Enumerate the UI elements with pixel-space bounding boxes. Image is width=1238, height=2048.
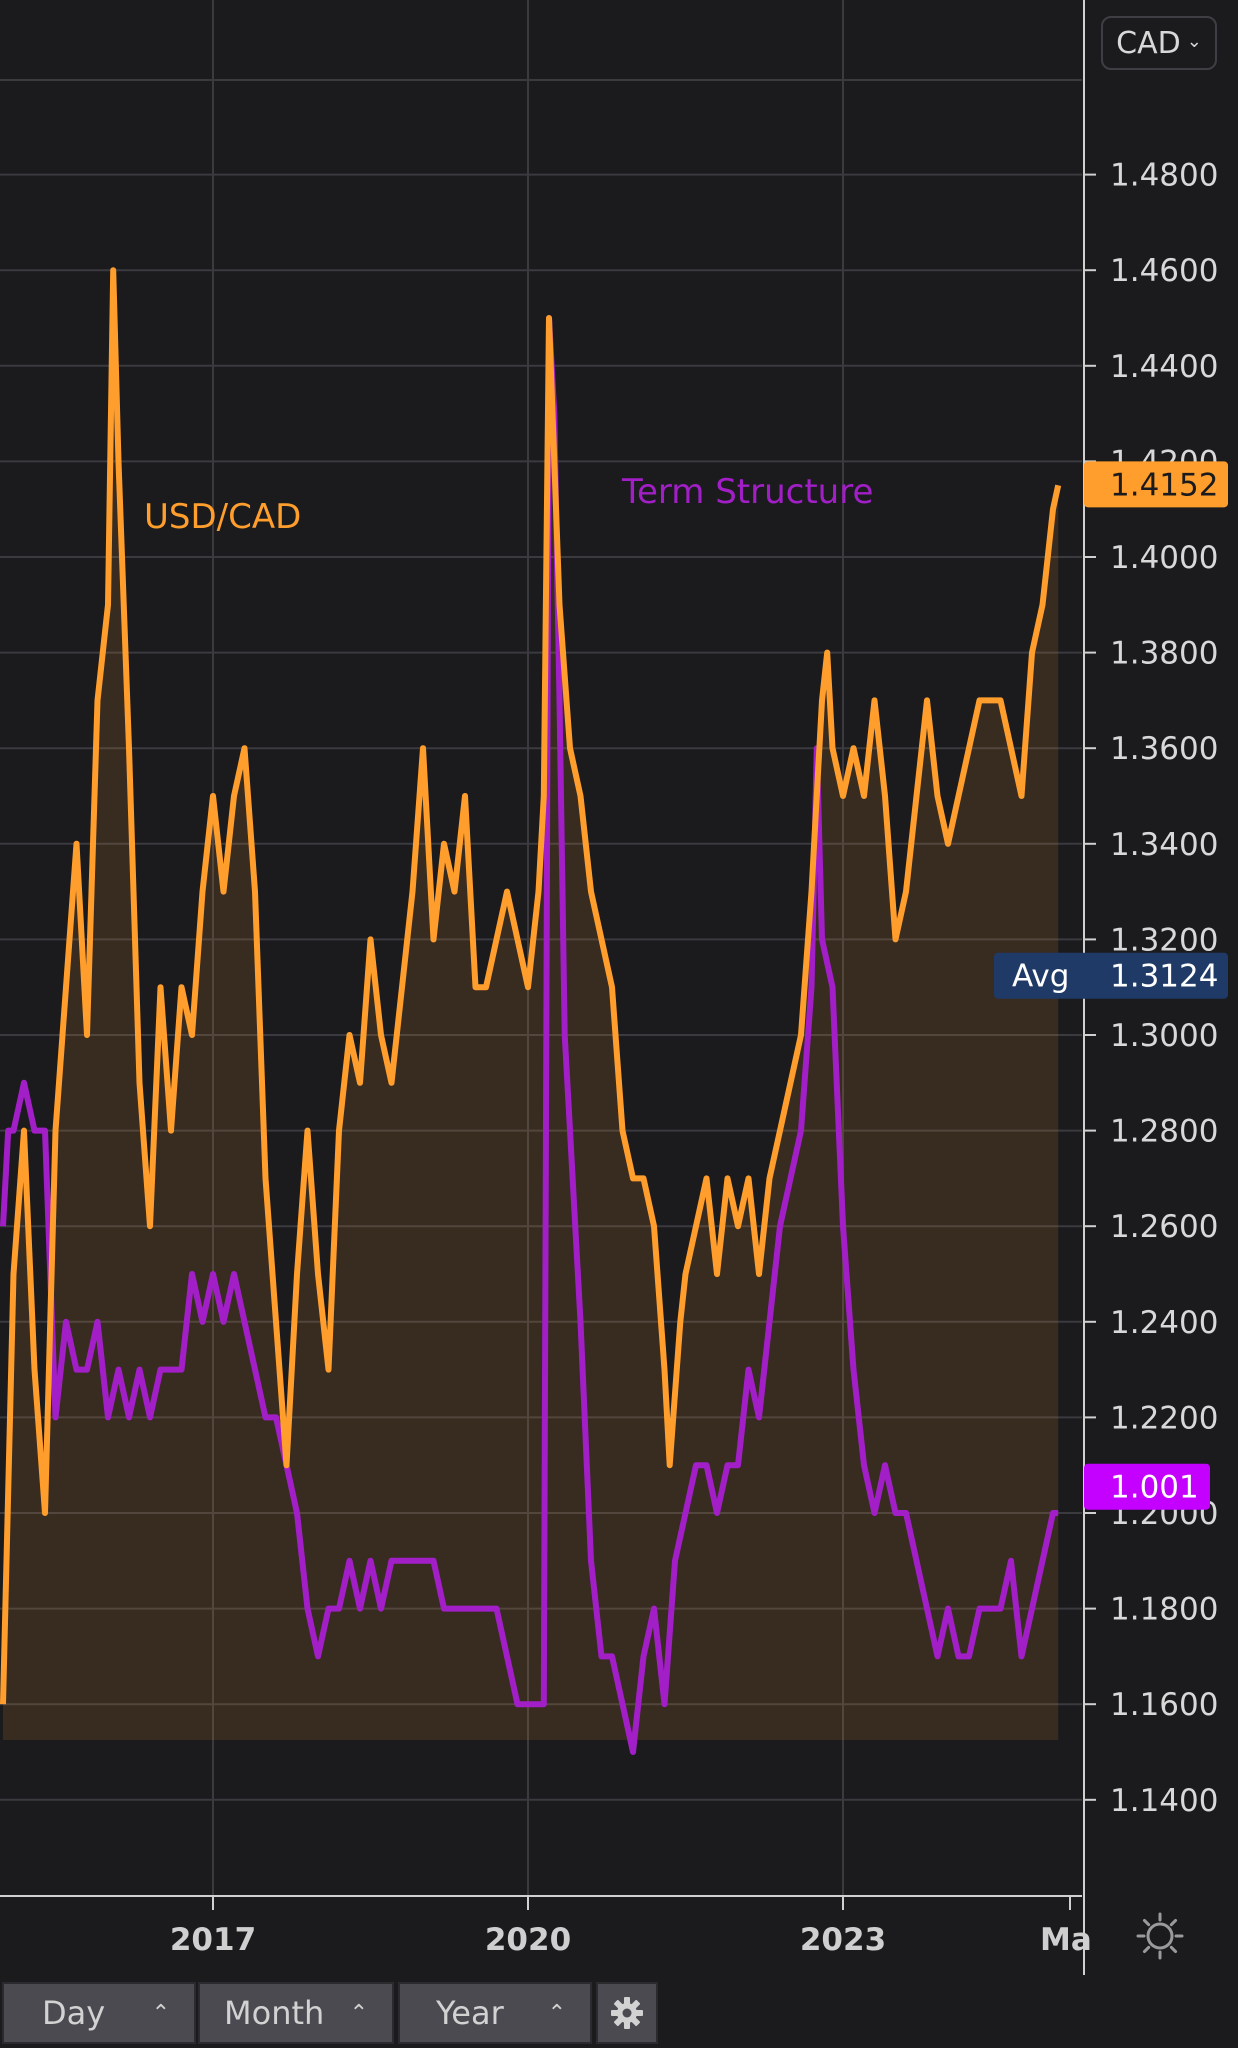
avg-tag [994, 952, 1228, 999]
y-tick-label: 1.1600 [1110, 1687, 1218, 1723]
current-price-tag [1084, 461, 1228, 508]
y-tick-label: 1.2400 [1110, 1305, 1218, 1341]
term-structure-value: 1.001 [1110, 1470, 1199, 1506]
y-tick-label: 1.1400 [1110, 1783, 1218, 1819]
range-toolbar: Day ⌃ Month ⌃ Year ⌃ [0, 1980, 1238, 2048]
x-tick-label: 2023 [800, 1922, 886, 1958]
day-button[interactable]: Day ⌃ [2, 1982, 196, 2044]
y-tick-label: 1.3200 [1110, 922, 1218, 958]
y-tick-label: 1.3400 [1110, 827, 1218, 863]
y-tick-label: 1.4000 [1110, 540, 1218, 576]
month-button[interactable]: Month ⌃ [198, 1982, 394, 2044]
year-button-label: Year [436, 1994, 504, 2032]
year-button[interactable]: Year ⌃ [398, 1982, 592, 2044]
avg-tag-value: 1.3124 [1110, 959, 1218, 995]
y-tick-label: 1.4600 [1110, 253, 1218, 289]
settings-button[interactable] [596, 1982, 658, 2044]
usdcad-area [3, 270, 1059, 1741]
currency-select[interactable]: CAD ⌄ [1101, 16, 1217, 70]
chevron-up-icon: ⌃ [349, 2000, 368, 2026]
y-tick-label: 1.2800 [1110, 1114, 1218, 1150]
x-tick-label: Ma [1040, 1922, 1092, 1958]
term-structure-line [0, 315, 1059, 1755]
month-button-label: Month [224, 1994, 325, 2032]
y-tick-label: 1.2200 [1110, 1400, 1218, 1436]
day-button-label: Day [42, 1994, 106, 2032]
y-tick-label: 1.1800 [1110, 1592, 1218, 1628]
y-tick-label: 1.4400 [1110, 349, 1218, 385]
y-tick-label: 1.2600 [1110, 1209, 1218, 1245]
y-tick-label: 1.4800 [1110, 158, 1218, 194]
sun-gear-icon [1136, 1912, 1184, 1960]
term-structure-tag [1084, 1463, 1210, 1510]
usdcad-line [0, 267, 1062, 1705]
chevron-down-icon: ⌄ [1186, 30, 1202, 52]
x-tick-label: 2020 [485, 1922, 571, 1958]
gear-icon [611, 1997, 643, 2029]
chevron-up-icon: ⌃ [151, 2000, 170, 2026]
y-tick-label: 1.3000 [1110, 1018, 1218, 1054]
chevron-up-icon: ⌃ [547, 2000, 566, 2026]
y-axis-panel [1084, 0, 1238, 1896]
current-price-value: 1.4152 [1110, 467, 1218, 503]
y-tick-label: 1.3600 [1110, 731, 1218, 767]
y-tick-label: 1.3800 [1110, 636, 1218, 672]
x-tick-label: 2017 [170, 1922, 256, 1958]
term-structure-label: Term Structure [621, 472, 873, 512]
usdcad-label: USD/CAD [144, 497, 301, 537]
currency-select-value: CAD [1116, 25, 1181, 61]
avg-tag-label: Avg [1012, 959, 1069, 995]
